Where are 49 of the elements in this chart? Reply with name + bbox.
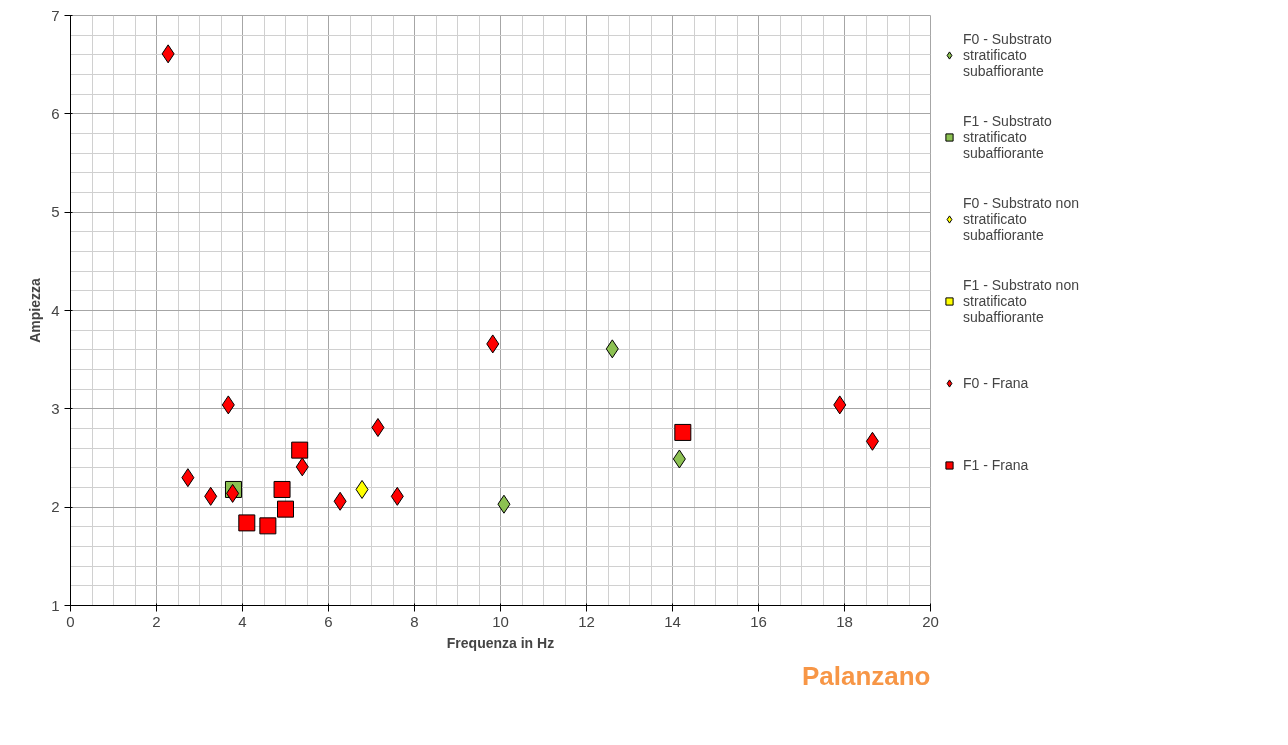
legend-label: F1 - Substrato non stratificato subaffiorante	[963, 276, 1079, 327]
y-tick-label: 4	[51, 301, 60, 319]
x-tick-label: 4	[238, 612, 247, 630]
x-tick-label: 6	[324, 612, 333, 630]
point	[221, 395, 235, 415]
x-tick-label: 20	[922, 612, 939, 630]
point	[674, 423, 692, 441]
point	[161, 44, 175, 64]
legend-label: F1 - Substrato stratificato subaffiorante	[963, 112, 1052, 163]
x-tick-label: 18	[836, 612, 853, 630]
point	[371, 418, 385, 438]
point	[238, 514, 256, 532]
point	[259, 517, 277, 535]
point	[204, 486, 218, 506]
point	[291, 441, 309, 459]
y-tick-label: 5	[51, 203, 60, 221]
point	[486, 334, 500, 354]
x-tick-label: 12	[578, 612, 595, 630]
point	[273, 480, 291, 498]
y-tick-label: 7	[51, 6, 60, 24]
point	[181, 468, 195, 488]
text: Palanzano	[801, 660, 931, 691]
y-axis-title: Ampiezza	[27, 278, 44, 343]
y-tick-label: 1	[51, 596, 60, 614]
point	[605, 339, 619, 359]
point	[226, 483, 240, 503]
point	[497, 494, 511, 514]
x-tick-label: 0	[66, 612, 75, 630]
x-tick-label: 10	[492, 612, 509, 630]
y-tick-label: 3	[51, 399, 60, 417]
y-tick-label: 2	[51, 498, 60, 516]
legend-label: F0 - Substrato non stratificato subaffiorante	[963, 194, 1079, 245]
legend-label: F1 - Frana	[963, 456, 1029, 475]
point	[833, 395, 847, 415]
legend-label: F0 - Substrato stratificato subaffiorante	[963, 30, 1052, 81]
point	[333, 491, 347, 511]
point	[390, 486, 404, 506]
legend-label: F0 - Frana	[963, 374, 1029, 393]
point	[295, 457, 309, 477]
point	[672, 449, 686, 469]
point	[865, 431, 879, 451]
x-tick-label: 8	[410, 612, 419, 630]
point	[277, 500, 294, 518]
x-tick-label: 14	[664, 612, 681, 630]
x-axis-title: Frequenza in Hz	[446, 634, 555, 651]
x-tick-label: 16	[750, 612, 767, 630]
x-tick-label: 2	[152, 612, 161, 630]
point	[355, 479, 369, 499]
y-tick-label: 6	[51, 104, 60, 122]
